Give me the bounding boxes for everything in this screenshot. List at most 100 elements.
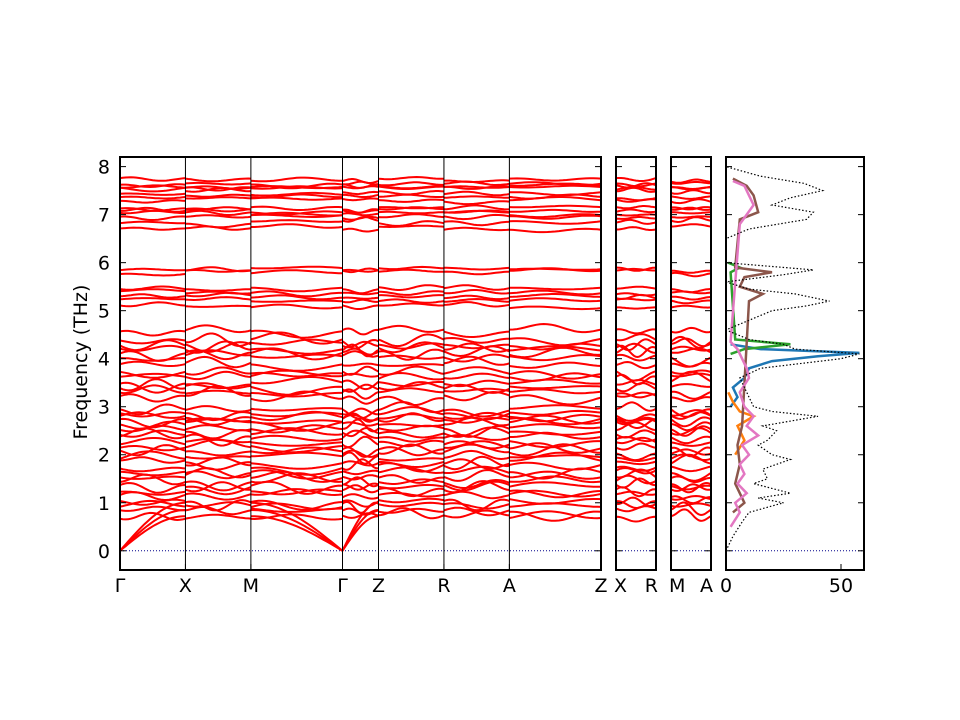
phonon-band (120, 296, 601, 304)
y-axis-label: Frequency (THz) (70, 285, 92, 440)
phonon-band (671, 453, 711, 461)
phonon-band (671, 383, 711, 388)
panel-frame (119, 156, 602, 571)
phonon-band (120, 331, 601, 350)
phonon-band (616, 226, 656, 231)
phonon-band (616, 421, 656, 432)
acoustic-branch (250, 501, 344, 552)
phonon-band (616, 205, 656, 210)
phonon-band (616, 185, 656, 191)
phonon-band (616, 198, 656, 203)
phonon-band (616, 285, 656, 290)
dos-x-tick-label: 0 (720, 575, 732, 597)
phonon-band (120, 345, 601, 362)
dos-curve-total (726, 166, 860, 552)
acoustic-branch (120, 509, 186, 552)
phonon-band (671, 453, 711, 465)
phonon-band (616, 413, 656, 422)
dos-frame (725, 156, 865, 571)
phonon-band (671, 484, 711, 491)
phonon-band (616, 186, 656, 193)
phonon-band (120, 193, 601, 200)
phonon-band (671, 186, 711, 191)
y-tick-label: 5 (98, 301, 110, 323)
dos-curves (726, 166, 864, 552)
phonon-band (671, 269, 711, 274)
phonon-band (616, 381, 656, 393)
phonon-band (671, 448, 711, 456)
phonon-band (671, 347, 711, 354)
x-tick-label: M (669, 575, 685, 597)
x-tick-label: X (179, 575, 192, 597)
phonon-band (120, 301, 601, 311)
phonon-band (616, 208, 656, 214)
phonon-band (616, 391, 656, 398)
y-tick-label: 8 (98, 157, 110, 179)
y-tick-label: 3 (98, 397, 110, 419)
x-tick-label: Γ (115, 575, 126, 597)
phonon-band (616, 213, 656, 217)
phonon-band (671, 195, 711, 200)
phonon-band (120, 209, 601, 219)
x-tick-label: Γ (337, 575, 348, 597)
phonon-band (671, 501, 711, 517)
x-tick-label: R (645, 575, 658, 597)
phonon-band (616, 460, 656, 466)
phonon-band (671, 271, 711, 278)
phonon-band (120, 288, 601, 298)
phonon-band (671, 481, 711, 494)
dos-panel: 0 50 (720, 156, 865, 597)
phonon-band (616, 333, 656, 342)
acoustic-branch (250, 515, 344, 552)
dos-curve-p5 (729, 179, 761, 528)
phonon-band (616, 292, 656, 297)
phonon-band (671, 427, 711, 436)
x-tick-label: M (243, 575, 259, 597)
phonon-band (671, 198, 711, 205)
y-tick-label: 7 (98, 205, 110, 227)
band-lines (120, 175, 601, 552)
band-lines (671, 178, 711, 552)
phonon-band (120, 365, 601, 380)
phonon-band (120, 184, 601, 193)
phonon-band (616, 353, 656, 362)
phonon-band (616, 342, 656, 354)
phonon-band (671, 475, 711, 484)
phonon-band (616, 177, 656, 182)
phonon-band (671, 211, 711, 215)
phonon-band (671, 465, 711, 473)
x-tick-label: A (700, 575, 713, 597)
phonon-band (616, 378, 656, 386)
phonon-band (671, 299, 711, 305)
phonon-band (671, 409, 711, 417)
phonon-band (671, 295, 711, 301)
phonon-band (616, 216, 656, 220)
phonon-band (120, 349, 601, 363)
acoustic-branch (120, 515, 186, 552)
phonon-band (616, 306, 656, 310)
phonon-band (671, 396, 711, 403)
phonon-band (671, 494, 711, 501)
phonon-band (120, 451, 601, 471)
phonon-band (120, 427, 601, 447)
acoustic-branch (341, 501, 379, 552)
phonon-band (671, 411, 711, 420)
phonon-band (671, 290, 711, 295)
phonon-band (616, 490, 656, 496)
phonon-band (616, 505, 656, 513)
phonon-band (616, 436, 656, 445)
phonon-band (616, 456, 656, 462)
phonon-band (671, 223, 711, 228)
panel-frame (615, 156, 657, 571)
phonon-band (671, 370, 711, 383)
phonon-band (616, 267, 656, 272)
phonon-band (120, 480, 601, 499)
phonon-band (671, 416, 711, 428)
dos-curve-p1 (729, 343, 860, 408)
phonon-band (616, 297, 656, 302)
phonon-band (616, 401, 656, 412)
phonon-band (120, 369, 601, 382)
